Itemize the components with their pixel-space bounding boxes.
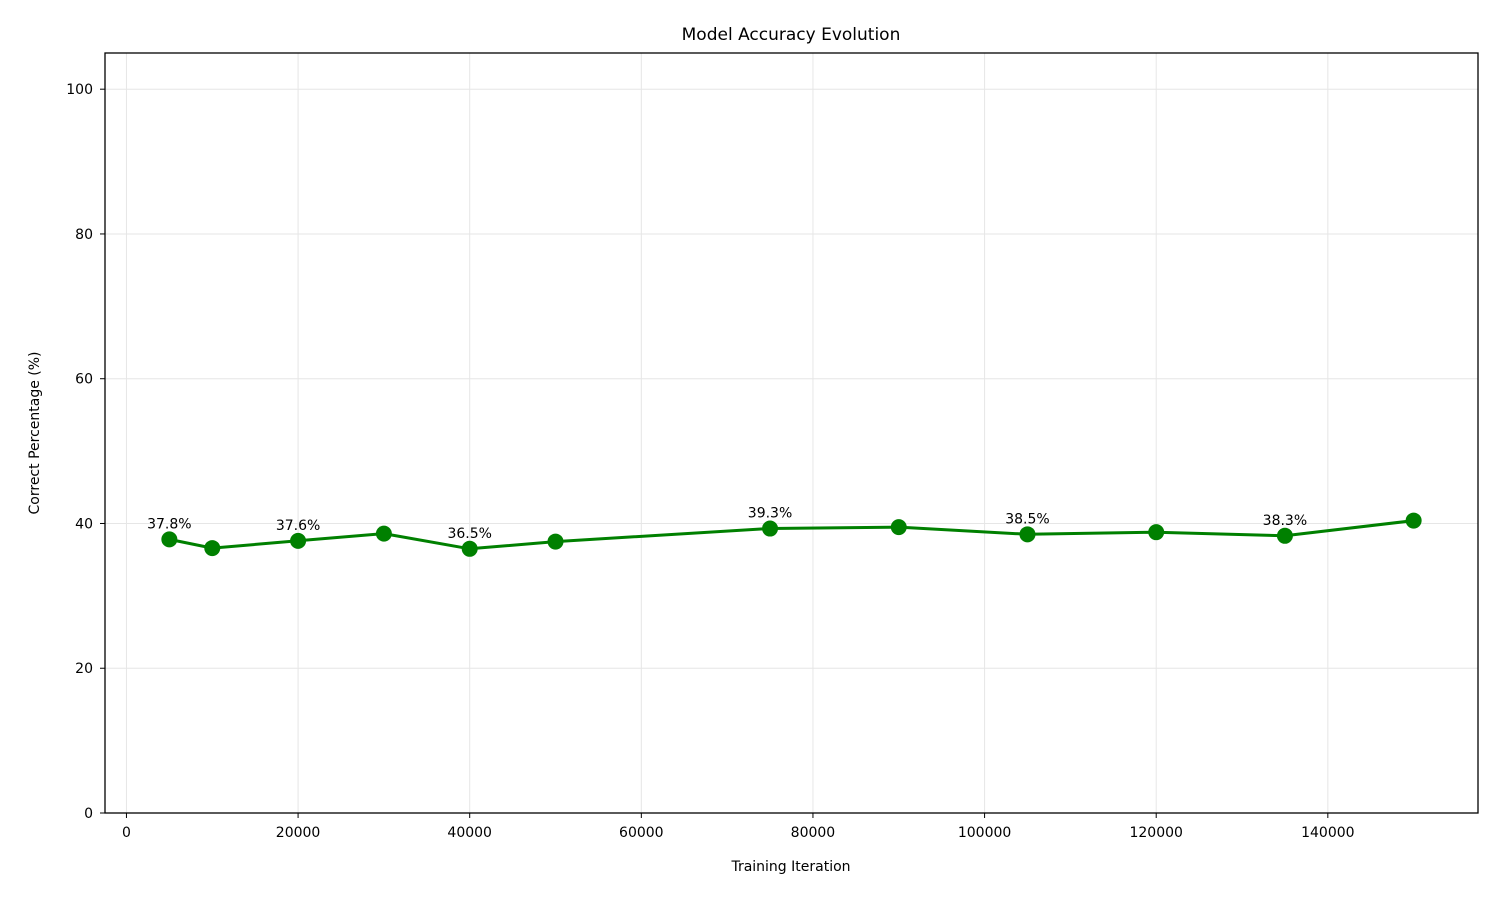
- data-point: [1276, 527, 1293, 544]
- data-label: 37.8%: [147, 516, 191, 532]
- y-tick-label: 60: [75, 372, 93, 388]
- data-label: 36.5%: [447, 526, 491, 542]
- data-point: [547, 533, 564, 550]
- series-line: [169, 519, 1414, 551]
- x-axis-ticks: 0 20000 40000 60000 80000 100000 120000 140000: [122, 813, 1355, 841]
- x-axis-label: Training Iteration: [730, 859, 850, 875]
- data-label: 38.5%: [1005, 511, 1049, 527]
- data-point: [204, 540, 221, 557]
- data-label: 39.3%: [748, 506, 792, 522]
- grid-lines: [105, 53, 1478, 814]
- x-tick-label: 120000: [1129, 825, 1182, 841]
- data-point: [890, 519, 907, 536]
- data-point: [1019, 526, 1036, 543]
- data-point: [762, 520, 779, 537]
- y-tick-label: 100: [66, 82, 93, 98]
- data-series: 37.8% 37.6% 36.5% 39.3% 38.5% 38.3%: [147, 506, 1422, 557]
- x-tick-label: 80000: [791, 825, 836, 841]
- data-point: [1405, 512, 1422, 529]
- data-label: 38.3%: [1263, 513, 1307, 529]
- x-tick-label: 0: [122, 825, 131, 841]
- x-tick-label: 100000: [958, 825, 1011, 841]
- data-point: [290, 532, 307, 549]
- y-axis-ticks: 0 20 40 60 80 100: [66, 82, 105, 822]
- y-tick-label: 80: [75, 227, 93, 243]
- data-point: [461, 540, 478, 557]
- y-tick-label: 0: [84, 806, 93, 822]
- data-point: [375, 525, 392, 542]
- x-tick-label: 40000: [447, 825, 492, 841]
- data-point: [1148, 524, 1165, 541]
- chart-title: Model Accuracy Evolution: [682, 25, 901, 45]
- x-tick-label: 140000: [1301, 825, 1354, 841]
- y-tick-label: 40: [75, 516, 93, 532]
- y-axis-label: Correct Percentage (%): [27, 352, 43, 515]
- data-point: [161, 531, 178, 548]
- plot-frame: [104, 52, 1479, 814]
- x-tick-label: 60000: [619, 825, 664, 841]
- y-tick-label: 20: [75, 661, 93, 677]
- x-tick-label: 20000: [276, 825, 321, 841]
- data-label: 37.6%: [276, 518, 320, 534]
